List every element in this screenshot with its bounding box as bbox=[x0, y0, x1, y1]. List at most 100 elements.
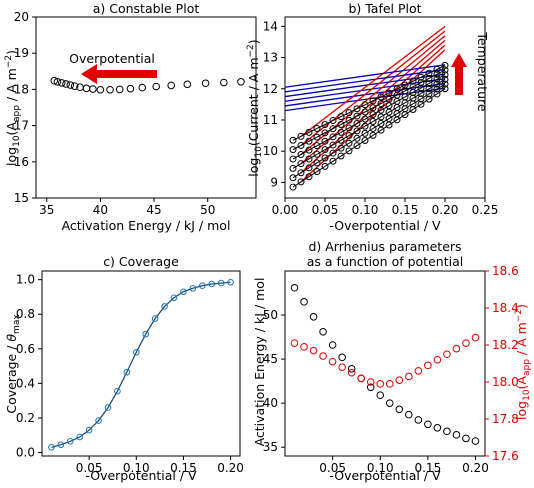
tafel-point bbox=[361, 101, 369, 109]
tafel-point bbox=[353, 134, 361, 142]
tafel-point bbox=[361, 137, 369, 145]
title-a: a) Constable Plot bbox=[93, 1, 200, 16]
tafel-point bbox=[297, 151, 305, 159]
tafel-point bbox=[313, 159, 321, 167]
tafel-blue-line bbox=[284, 68, 446, 93]
tafel-point bbox=[417, 84, 425, 92]
c-ytick-label: 0.6 bbox=[16, 342, 35, 356]
tafel-point bbox=[321, 129, 329, 137]
constable-point bbox=[76, 83, 84, 92]
tafel-curve bbox=[292, 83, 446, 179]
tafel-point bbox=[297, 160, 305, 168]
activation-energy-point bbox=[443, 427, 451, 436]
a-ytick-label: 15 bbox=[14, 191, 29, 205]
c-xtick-label: 0.15 bbox=[170, 461, 197, 475]
coverage-point bbox=[104, 404, 112, 411]
tafel-point bbox=[329, 125, 337, 133]
tafel-point bbox=[289, 146, 297, 154]
ticks-a: 35 40 45 50 15 16 17 18 19 20 bbox=[14, 10, 216, 217]
tafel-point bbox=[345, 109, 353, 117]
constable-point bbox=[115, 85, 124, 94]
activation-energy-point bbox=[433, 424, 442, 432]
prefactor-point bbox=[347, 368, 356, 377]
plot-frame-b bbox=[284, 16, 486, 199]
d-right-ytick-label: 18.4 bbox=[492, 301, 519, 315]
tafel-point bbox=[417, 95, 425, 103]
tafel-point bbox=[313, 133, 321, 141]
a-ytick-label: 18 bbox=[14, 82, 29, 96]
constable-point bbox=[62, 80, 70, 88]
prefactor-point bbox=[300, 343, 308, 351]
c-ytick-label: 0.8 bbox=[16, 307, 35, 321]
tafel-point bbox=[345, 147, 353, 155]
b-xtick-label: 0.05 bbox=[312, 203, 339, 217]
d-right-ytick-label: 18.0 bbox=[492, 375, 519, 389]
panel-b-tafel-plot: 0.00 0.05 0.10 0.15 0.20 0.25 9 10 11 12 13 14 Temp… bbox=[263, 16, 498, 217]
coverage-point bbox=[66, 438, 74, 445]
prefactor-point bbox=[405, 372, 413, 381]
tafel-point bbox=[425, 80, 433, 88]
tafel-point bbox=[305, 173, 313, 181]
tafel-point bbox=[329, 133, 337, 141]
a-xtick-label: 35 bbox=[39, 203, 54, 217]
b-ytick-label: 14 bbox=[263, 19, 278, 33]
tafel-point bbox=[433, 65, 441, 73]
c-ytick-label: 0.0 bbox=[16, 446, 35, 460]
constable-point bbox=[82, 84, 91, 93]
tafel-point bbox=[377, 100, 385, 108]
constable-point bbox=[53, 77, 62, 86]
b-ytick-label: 12 bbox=[263, 82, 278, 96]
tafel-point bbox=[313, 168, 321, 176]
tafel-point bbox=[369, 97, 377, 105]
coverage-point bbox=[95, 417, 102, 424]
tafel-red-line bbox=[300, 30, 446, 146]
tafel-point bbox=[289, 136, 297, 144]
constable-point bbox=[237, 77, 245, 86]
title-b: b) Tafel Plot bbox=[348, 1, 421, 16]
tafel-point bbox=[369, 131, 377, 139]
tafel-point bbox=[385, 89, 393, 97]
coverage-line bbox=[51, 281, 231, 448]
prefactor-point bbox=[376, 380, 385, 388]
tafel-point bbox=[313, 150, 321, 158]
coverage-point bbox=[217, 279, 225, 287]
tafel-point bbox=[393, 85, 401, 93]
tafel-point bbox=[321, 154, 329, 162]
tafel-red-line bbox=[300, 25, 446, 137]
prefactor-point bbox=[338, 363, 346, 372]
tafel-point bbox=[377, 93, 385, 101]
tafel-red-line bbox=[300, 39, 446, 165]
constable-point bbox=[152, 82, 160, 91]
tafel-point bbox=[345, 124, 353, 132]
coverage-point bbox=[161, 303, 168, 310]
constable-point bbox=[220, 78, 228, 87]
coverage-point bbox=[151, 315, 159, 322]
prefactor-point bbox=[309, 346, 318, 355]
coverage-point bbox=[142, 330, 150, 338]
coverage-point bbox=[85, 426, 93, 434]
activation-energy-point bbox=[452, 431, 461, 439]
activation-energy-point bbox=[309, 313, 318, 321]
tafel-point bbox=[409, 77, 417, 85]
d-ytick-label: 35 bbox=[263, 440, 278, 454]
tafel-point bbox=[337, 128, 345, 136]
tafel-curve bbox=[292, 88, 446, 188]
prefactor-point bbox=[433, 356, 442, 364]
tafel-point bbox=[337, 113, 345, 121]
ylabel-a: log10(Aapp / A m−2) bbox=[4, 50, 22, 166]
tafel-point bbox=[433, 90, 441, 98]
tafel-point bbox=[353, 142, 361, 150]
d-ytick-label: 50 bbox=[263, 308, 278, 322]
activation-energy-point bbox=[300, 298, 308, 306]
tafel-point bbox=[401, 81, 409, 89]
tafel-point bbox=[377, 113, 385, 121]
coverage-point bbox=[198, 282, 206, 289]
tafel-point bbox=[329, 149, 337, 157]
tafel-point bbox=[353, 120, 361, 128]
marks-b bbox=[289, 61, 449, 191]
tafel-point bbox=[361, 129, 369, 137]
c-xtick-label: 0.05 bbox=[76, 461, 103, 475]
tafel-point bbox=[425, 85, 433, 93]
plot-frame-a bbox=[35, 16, 257, 199]
tafel-point bbox=[353, 127, 361, 135]
